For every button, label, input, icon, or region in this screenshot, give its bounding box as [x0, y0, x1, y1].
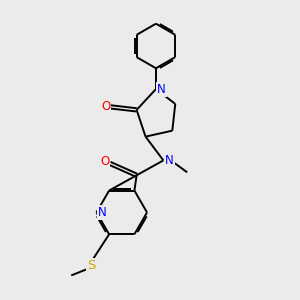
- Text: S: S: [87, 260, 96, 272]
- Text: O: O: [100, 155, 110, 168]
- Text: N: N: [157, 82, 166, 96]
- Text: N: N: [98, 206, 106, 219]
- Text: O: O: [101, 100, 110, 113]
- Text: N: N: [165, 154, 174, 167]
